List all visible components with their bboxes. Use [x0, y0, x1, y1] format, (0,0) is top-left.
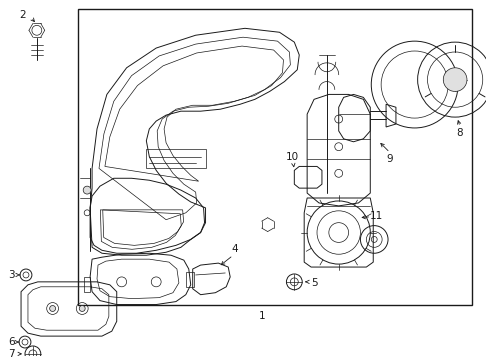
Text: 8: 8 [456, 128, 463, 138]
Text: 6: 6 [8, 337, 15, 347]
Text: 3: 3 [8, 270, 15, 280]
Circle shape [83, 186, 91, 194]
Circle shape [443, 68, 466, 91]
Text: 2: 2 [20, 10, 26, 21]
Circle shape [50, 306, 56, 311]
Text: 11: 11 [369, 211, 382, 221]
Circle shape [79, 306, 85, 311]
Text: 5: 5 [310, 278, 317, 288]
Text: 9: 9 [386, 153, 392, 163]
Text: 4: 4 [231, 244, 238, 254]
Text: 7: 7 [8, 349, 15, 359]
Text: 1: 1 [258, 311, 264, 321]
Text: 10: 10 [285, 152, 298, 162]
